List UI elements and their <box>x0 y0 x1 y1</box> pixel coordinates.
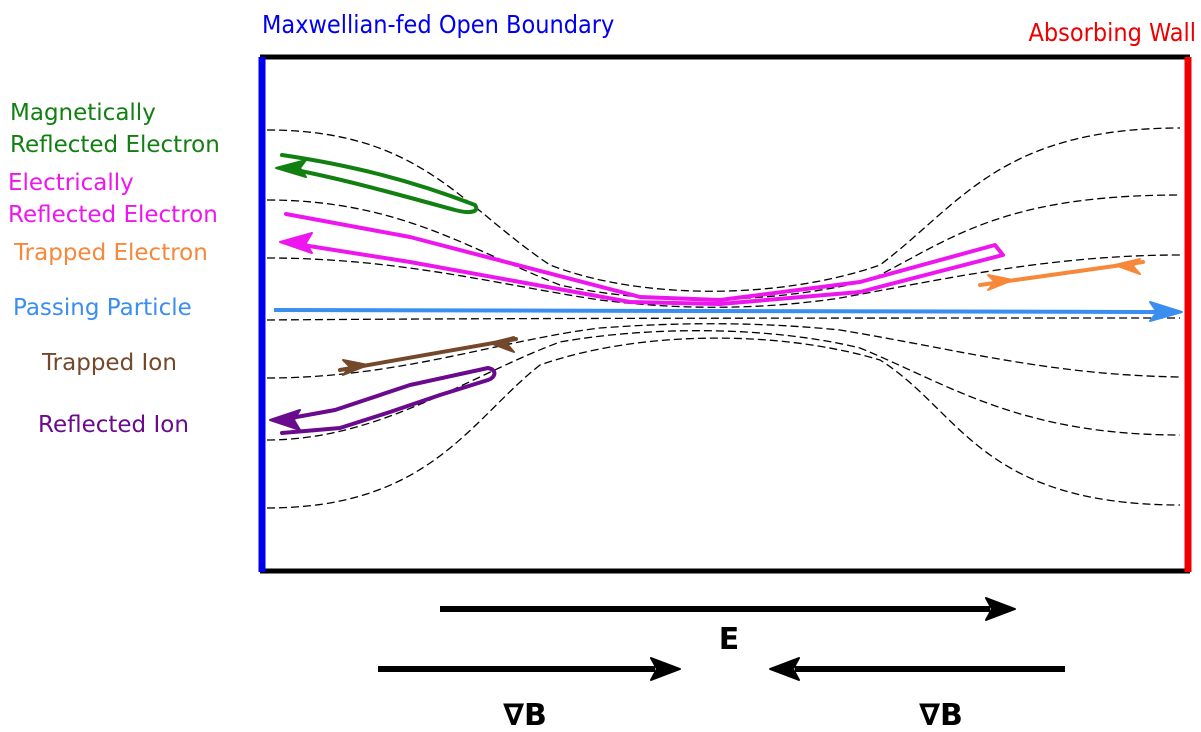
legend-reflected-ion: Reflected Ion <box>38 412 189 438</box>
legend-electrically-reflected-electron: Electrically Reflected Electron <box>8 170 218 228</box>
passing-particle-trajectory <box>273 301 1183 322</box>
grad-b-left-vector: ∇B <box>378 657 681 732</box>
legend-magnetically-reflected-electron: Magnetically Reflected Electron <box>10 100 220 158</box>
legend: Magnetically Reflected Electron Electric… <box>8 100 220 438</box>
magnetically-reflected-electron-trajectory <box>275 153 479 215</box>
field-line-2 <box>266 194 1181 301</box>
legend-trapped-electron: Trapped Electron <box>13 240 208 266</box>
trapped-electron-trajectory <box>978 258 1145 291</box>
grad-b-left-label: ∇B <box>503 698 547 732</box>
magnetic-field-lines <box>266 127 1181 509</box>
field-line-7 <box>266 337 1181 509</box>
e-field-label: E <box>719 622 740 657</box>
grad-b-right-vector: ∇B <box>769 657 1065 732</box>
reflected-ion-trajectory <box>269 366 497 435</box>
electrically-reflected-electron-trajectory <box>279 212 1005 306</box>
e-field-vector: E <box>440 597 1016 657</box>
legend-trapped-ion: Trapped Ion <box>41 350 177 376</box>
grad-b-right-label: ∇B <box>919 698 963 732</box>
field-line-3 <box>266 254 1181 308</box>
field-line-4 <box>266 317 1181 321</box>
legend-passing-particle: Passing Particle <box>13 295 192 321</box>
right-boundary-label: Absorbing Wall <box>1028 18 1196 47</box>
field-line-5 <box>266 323 1181 379</box>
field-line-1 <box>266 127 1181 292</box>
left-boundary-label: Maxwellian-fed Open Boundary <box>262 10 614 39</box>
trapped-ion-trajectory <box>338 336 518 376</box>
